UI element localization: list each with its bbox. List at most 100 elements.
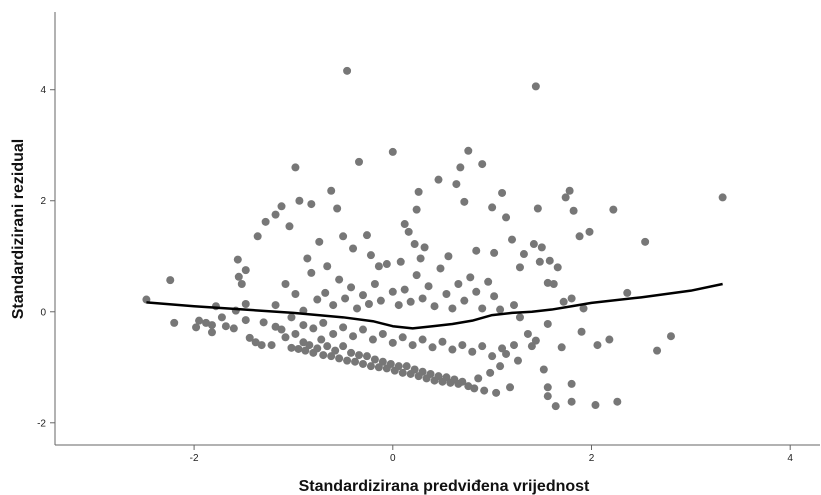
data-point bbox=[398, 333, 407, 342]
data-point bbox=[339, 342, 348, 351]
data-point bbox=[374, 363, 383, 372]
data-point bbox=[329, 301, 338, 310]
data-point bbox=[299, 321, 308, 330]
data-point bbox=[323, 262, 332, 271]
data-point bbox=[641, 237, 650, 246]
data-point bbox=[430, 302, 439, 311]
data-point bbox=[486, 368, 495, 377]
data-point bbox=[577, 327, 586, 336]
data-point bbox=[565, 186, 574, 195]
data-point bbox=[327, 352, 336, 361]
data-point bbox=[515, 263, 524, 272]
data-point bbox=[271, 322, 280, 331]
data-point bbox=[388, 287, 397, 296]
data-point bbox=[408, 341, 417, 350]
data-point bbox=[376, 296, 385, 305]
data-point bbox=[537, 243, 546, 252]
data-point bbox=[341, 294, 350, 303]
data-point bbox=[271, 210, 280, 219]
data-point bbox=[434, 175, 443, 184]
data-point bbox=[519, 250, 528, 259]
data-point bbox=[543, 278, 552, 287]
data-point bbox=[448, 304, 457, 313]
data-point bbox=[366, 251, 375, 260]
data-point bbox=[251, 338, 260, 347]
data-point bbox=[358, 325, 367, 334]
data-point bbox=[410, 365, 419, 374]
data-point bbox=[394, 362, 403, 371]
data-point bbox=[543, 392, 552, 401]
data-point bbox=[366, 362, 375, 371]
data-point bbox=[402, 362, 411, 371]
fit-line-layer bbox=[146, 282, 723, 330]
data-point bbox=[490, 248, 499, 257]
data-point bbox=[460, 197, 469, 206]
data-point bbox=[343, 66, 352, 75]
data-point bbox=[579, 304, 588, 313]
x-tick-label: 0 bbox=[390, 453, 396, 464]
data-point bbox=[470, 384, 479, 393]
data-point bbox=[339, 232, 348, 241]
data-point bbox=[464, 146, 473, 155]
data-point bbox=[468, 347, 477, 356]
data-point bbox=[474, 374, 483, 383]
data-point bbox=[442, 373, 451, 382]
data-point bbox=[388, 338, 397, 347]
data-point bbox=[299, 338, 308, 347]
data-point bbox=[351, 357, 360, 366]
data-point bbox=[472, 287, 481, 296]
data-point bbox=[321, 288, 330, 297]
data-point bbox=[553, 263, 562, 272]
data-point bbox=[653, 346, 662, 355]
data-point bbox=[585, 227, 594, 236]
data-point bbox=[510, 301, 518, 310]
data-point bbox=[428, 343, 437, 352]
data-point bbox=[287, 313, 296, 322]
data-point bbox=[508, 235, 517, 244]
data-point bbox=[458, 377, 467, 386]
data-point bbox=[549, 280, 558, 289]
data-point bbox=[195, 316, 204, 325]
data-point bbox=[418, 335, 427, 344]
data-point bbox=[569, 206, 578, 215]
data-point bbox=[502, 213, 511, 222]
data-point bbox=[535, 257, 544, 266]
data-point bbox=[567, 294, 576, 303]
data-point bbox=[364, 299, 373, 308]
data-point bbox=[301, 346, 310, 355]
data-point bbox=[221, 322, 230, 331]
data-point bbox=[319, 318, 328, 327]
fit-line bbox=[146, 282, 723, 330]
data-point bbox=[490, 292, 499, 301]
data-point bbox=[166, 276, 175, 285]
data-point bbox=[307, 200, 316, 209]
data-point bbox=[234, 272, 243, 281]
data-point bbox=[329, 329, 338, 338]
data-point bbox=[281, 333, 290, 342]
data-point bbox=[438, 337, 447, 346]
data-point bbox=[382, 260, 391, 269]
data-point bbox=[358, 291, 367, 300]
data-point bbox=[404, 227, 413, 236]
y-tick-label: 4 bbox=[40, 85, 46, 96]
data-point bbox=[333, 204, 342, 213]
data-point bbox=[510, 341, 518, 350]
data-point bbox=[436, 264, 445, 273]
data-point bbox=[315, 237, 324, 246]
data-point bbox=[529, 240, 538, 249]
data-point bbox=[370, 355, 379, 364]
data-point bbox=[605, 335, 614, 344]
data-point bbox=[277, 202, 286, 211]
data-point bbox=[559, 297, 568, 306]
data-point bbox=[593, 341, 602, 350]
data-point bbox=[418, 367, 427, 376]
data-point bbox=[498, 188, 507, 197]
data-point bbox=[460, 296, 469, 305]
data-point bbox=[478, 342, 487, 351]
data-point bbox=[575, 232, 584, 241]
data-point bbox=[506, 383, 515, 392]
data-point bbox=[271, 301, 280, 310]
data-point bbox=[313, 295, 322, 304]
data-point bbox=[241, 316, 250, 325]
data-point bbox=[267, 341, 276, 350]
